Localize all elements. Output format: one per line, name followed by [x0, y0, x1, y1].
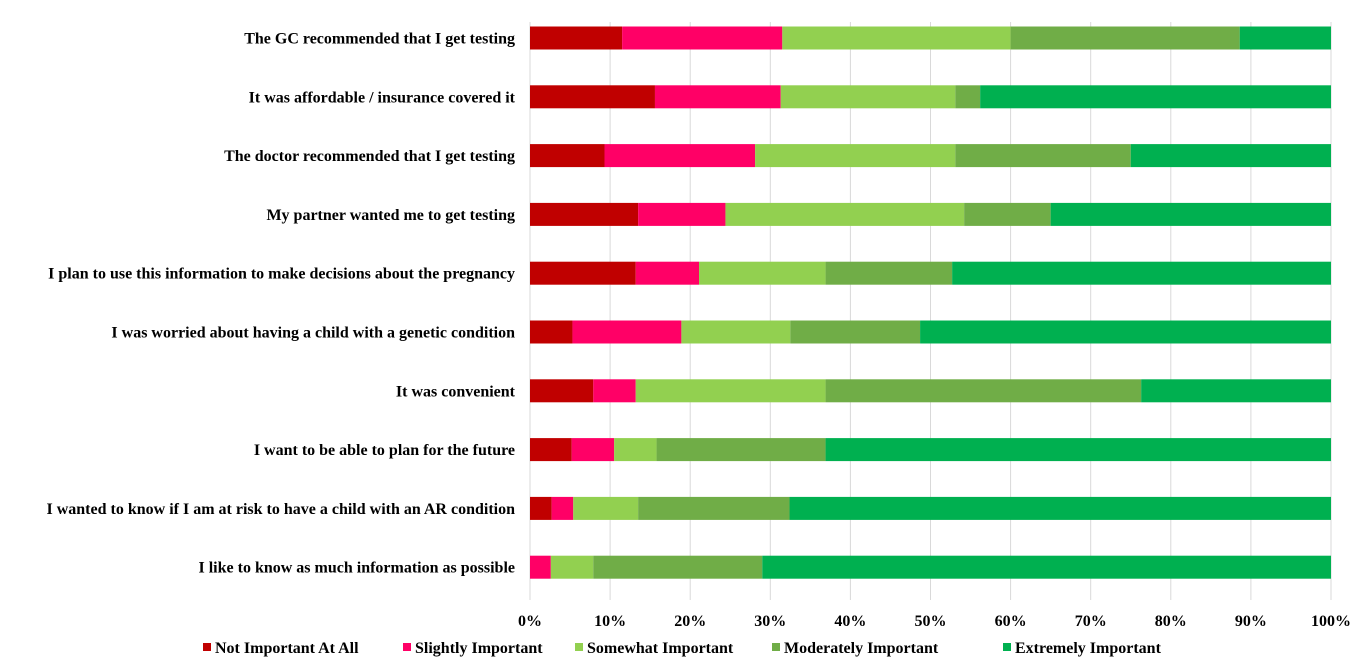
bar-segment-9-4 [762, 555, 1331, 579]
x-tick-label-7: 70% [1075, 613, 1107, 630]
category-label-5: I was worried about having a child with … [111, 325, 515, 342]
bar-segment-7-1 [571, 438, 615, 462]
legend-swatch-0 [203, 643, 211, 651]
x-tick-label-8: 80% [1155, 613, 1187, 630]
bar-segment-9-3 [593, 555, 763, 579]
bar-segment-5-2 [681, 320, 791, 344]
bar-segment-1-2 [780, 85, 956, 109]
bar-segment-8-2 [573, 496, 639, 520]
category-labels: The GC recommended that I get testing It … [47, 31, 516, 577]
bar-segment-6-3 [825, 379, 1142, 403]
bar-segment-0-3 [1010, 26, 1240, 50]
category-label-6: It was convenient [396, 383, 516, 400]
bar-segment-4-3 [825, 261, 953, 285]
bar-segment-7-0 [530, 438, 572, 462]
bar-segment-1-3 [955, 85, 981, 109]
x-tick-label-5: 50% [915, 613, 947, 630]
bar-segment-1-1 [654, 85, 781, 109]
legend-swatch-1 [403, 643, 411, 651]
bar-segment-7-4 [825, 438, 1331, 462]
bar-segment-8-4 [789, 496, 1331, 520]
legend-label-0: Not Important At All [215, 640, 359, 657]
bar-segment-6-1 [593, 379, 636, 403]
category-label-2: The doctor recommended that I get testin… [224, 148, 515, 165]
category-label-4: I plan to use this information to make d… [48, 266, 515, 283]
bar-segment-7-3 [656, 438, 826, 462]
category-label-1: It was affordable / insurance covered it [249, 89, 516, 106]
category-label-8: I wanted to know if I am at risk to have… [47, 501, 516, 518]
bar-segment-5-1 [572, 320, 682, 344]
x-tick-label-2: 20% [674, 613, 706, 630]
bar-segment-9-1 [530, 555, 551, 579]
bar-segment-3-4 [1050, 202, 1331, 226]
bar-segment-5-0 [530, 320, 573, 344]
bar-segment-8-1 [551, 496, 574, 520]
x-tick-label-0: 0% [518, 613, 542, 630]
legend-label-3: Moderately Important [784, 640, 939, 657]
x-tick-label-6: 60% [995, 613, 1027, 630]
bar-segment-0-4 [1239, 26, 1331, 50]
bar-segment-0-0 [530, 26, 623, 50]
x-tick-label-4: 40% [834, 613, 866, 630]
bar-segment-5-3 [790, 320, 921, 344]
bar-segment-0-2 [782, 26, 1011, 50]
bar-segment-4-2 [699, 261, 826, 285]
bar-segment-6-2 [635, 379, 826, 403]
bar-segment-2-2 [755, 144, 956, 168]
legend-label-2: Somewhat Important [587, 640, 734, 657]
bar-segment-8-0 [530, 496, 552, 520]
bar-segment-2-4 [1130, 144, 1331, 168]
legend-swatch-3 [772, 643, 780, 651]
bar-segment-0-1 [622, 26, 783, 50]
bar-segment-1-0 [530, 85, 655, 109]
legend: Not Important At All Slightly Important So… [203, 640, 1162, 657]
bar-segment-3-2 [725, 202, 965, 226]
category-label-3: My partner wanted me to get testing [266, 207, 515, 224]
bar-segment-1-4 [980, 85, 1331, 109]
bar-segment-9-2 [550, 555, 594, 579]
x-tick-label-10: 100% [1311, 613, 1351, 630]
category-label-0: The GC recommended that I get testing [244, 31, 515, 48]
bar-segment-4-1 [635, 261, 700, 285]
bar-segment-3-1 [638, 202, 726, 226]
category-label-9: I like to know as much information as po… [199, 560, 516, 577]
bar-segment-2-3 [955, 144, 1131, 168]
legend-swatch-4 [1003, 643, 1011, 651]
x-tick-label-3: 30% [754, 613, 786, 630]
legend-label-1: Slightly Important [415, 640, 543, 657]
bar-segment-3-3 [964, 202, 1051, 226]
bar-segment-4-0 [530, 261, 636, 285]
bar-segment-6-4 [1141, 379, 1331, 403]
x-axis-tick-labels: 0% 10% 20% 30% 40% 50% 60% 70% 80% 90% 100% [518, 613, 1351, 630]
category-label-7: I want to be able to plan for the future [254, 442, 515, 459]
x-tick-label-9: 90% [1235, 613, 1267, 630]
bar-segment-6-0 [530, 379, 594, 403]
bar-segment-3-0 [530, 202, 639, 226]
bar-segment-7-2 [614, 438, 657, 462]
legend-label-4: Extremely Important [1015, 640, 1162, 657]
bars [530, 26, 1331, 579]
x-tick-label-1: 10% [594, 613, 626, 630]
bar-segment-2-0 [530, 144, 605, 168]
bar-segment-8-3 [638, 496, 790, 520]
bar-segment-5-4 [920, 320, 1331, 344]
bar-segment-4-4 [952, 261, 1331, 285]
legend-swatch-2 [575, 643, 583, 651]
bar-segment-2-1 [604, 144, 756, 168]
